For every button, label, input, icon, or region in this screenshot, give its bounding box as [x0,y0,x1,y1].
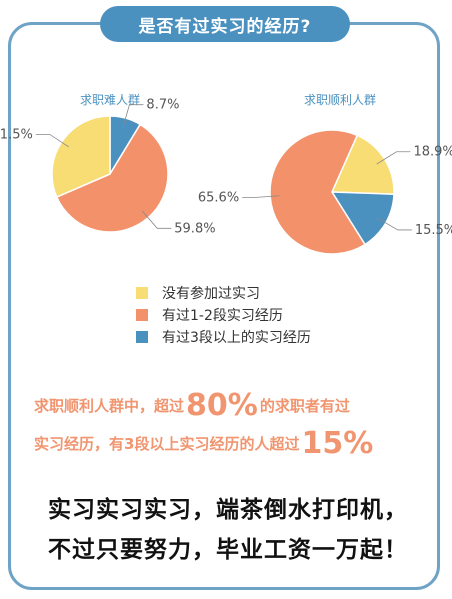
legend-swatch-yellow [136,287,148,299]
stat-text: 求职顺利人群中，超过 [34,397,185,415]
leader-line [35,134,70,148]
legend-label: 有过3段以上的实习经历 [162,330,311,346]
legend-item-3-plus-internships: 有过3段以上的实习经历 [136,326,311,348]
pie-value-label: 65.6% [198,190,239,205]
stat-highlight-15: 15% [301,426,374,461]
leader-line [142,210,172,229]
pie-title-difficult: 求职难人群 [80,93,140,107]
pie-chart-smooth: 求职顺利人群 18.9% 15.5% 65.6% [198,93,452,255]
stat-highlight-80: 80% [186,388,258,423]
legend-item-1-2-internships: 有过1-2段实习经历 [136,304,311,326]
pie-chart-difficult: 求职难人群 8.7% 59.8% 31.5% [0,93,216,236]
leader-line [242,195,280,198]
stat-line-2: 实习经历，有3段以上实习经历的人超过15% [34,426,375,461]
legend-swatch-orange [136,309,148,321]
stat-text: 实习经历，有3段以上实习经历的人超过 [34,435,300,453]
leader-line [376,151,411,165]
leader-line [377,217,412,231]
card-frame [8,22,440,590]
pie-value-label: 59.8% [174,221,215,236]
legend-label: 有过1-2段实习经历 [162,308,283,324]
pie-value-label: 31.5% [0,127,33,142]
pie-value-label: 8.7% [146,98,179,113]
legend: 没有参加过实习 有过1-2段实习经历 有过3段以上的实习经历 [136,282,311,348]
legend-label: 没有参加过实习 [162,286,260,302]
slogan-line-1: 实习实习实习，端茶倒水打印机， [48,497,408,523]
stat-line-1: 求职顺利人群中，超过80% 的求职者有过 [34,388,350,423]
legend-item-no-internship: 没有参加过实习 [136,282,311,304]
pie-title-smooth: 求职顺利人群 [304,93,376,107]
page-title: 是否有过实习的经历? [100,6,350,42]
legend-swatch-blue [136,331,148,343]
pie-value-label: 18.9% [413,145,452,160]
slogan-line-2: 不过只要努力，毕业工资一万起！ [48,537,408,563]
leader-line [122,104,144,127]
pie-value-label: 15.5% [415,223,452,238]
stat-text: 的求职者有过 [259,397,350,415]
